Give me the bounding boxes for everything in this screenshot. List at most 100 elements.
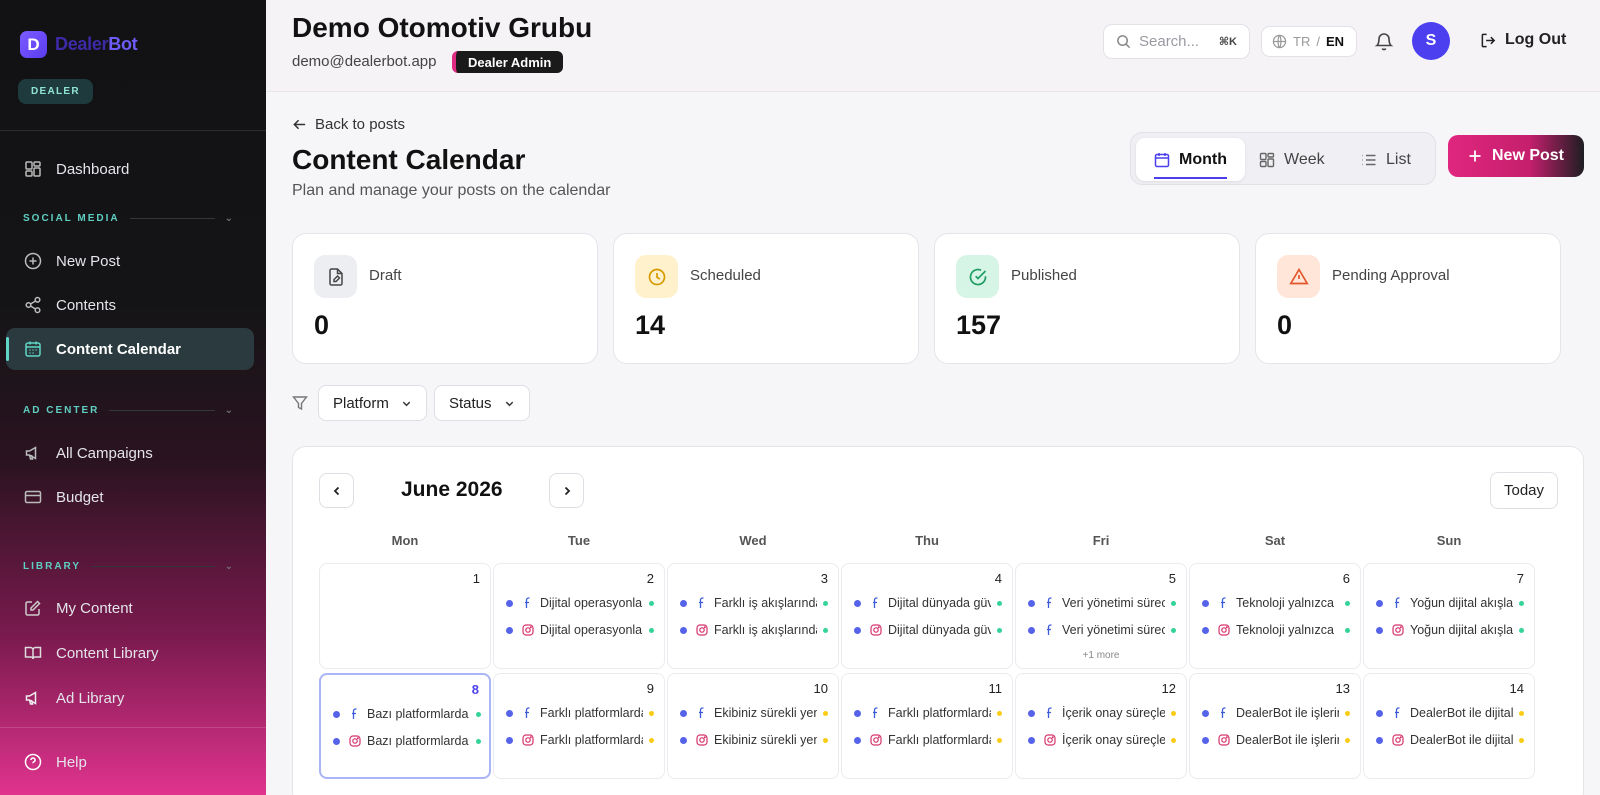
avatar[interactable]: S: [1412, 22, 1450, 60]
lang-tr[interactable]: TR: [1293, 34, 1311, 49]
calendar-post[interactable]: Bazı platformlarda: [333, 734, 481, 748]
post-title: Farklı platformlarda: [888, 733, 991, 747]
sidebar-item-content-calendar[interactable]: Content Calendar: [6, 328, 254, 370]
brand-logo[interactable]: D DealerBot: [20, 31, 138, 58]
calendar-post[interactable]: DealerBot ile işlerinizi: [1202, 733, 1350, 747]
sidebar-item-dashboard[interactable]: Dashboard: [6, 148, 254, 190]
calendar-post[interactable]: DealerBot ile dijital: [1376, 733, 1524, 747]
post-dot: [333, 737, 340, 745]
sidebar-item-all-campaigns[interactable]: All Campaigns: [6, 432, 254, 474]
brand-name-b: Bot: [108, 34, 138, 54]
lang-en[interactable]: EN: [1325, 34, 1345, 49]
sidebar-item-label: Ad Library: [56, 689, 125, 707]
weekday-header: Fri: [1092, 533, 1110, 548]
calendar-day[interactable]: 9 Farklı platformlarda Farklı platformlard…: [493, 673, 665, 779]
calendar-day[interactable]: 7 Yoğun dijital akışlar Yoğun dijital akış…: [1363, 563, 1535, 669]
language-switcher[interactable]: TR / EN: [1261, 26, 1357, 57]
calendar-day[interactable]: 12 İçerik onay süreçleri İçerik onay süreç…: [1015, 673, 1187, 779]
status-filter-dropdown[interactable]: Status: [434, 385, 530, 421]
calendar-post[interactable]: Dijital dünyada güven: [854, 596, 1002, 610]
today-button[interactable]: Today: [1490, 472, 1558, 509]
calendar-day-today[interactable]: 8 Bazı platformlarda Bazı platformlarda: [319, 673, 491, 779]
new-post-button[interactable]: New Post: [1448, 135, 1584, 177]
calendar-post[interactable]: Veri yönetimi sürecinde: [1028, 596, 1176, 610]
post-dot: [854, 626, 861, 634]
post-dot: [1202, 736, 1209, 744]
view-list-button[interactable]: List: [1343, 138, 1429, 181]
search-box[interactable]: Search... ⌘K: [1103, 24, 1250, 59]
org-email: demo@dealerbot.app: [292, 53, 437, 70]
calendar-day[interactable]: 13 DealerBot ile işlerinizi DealerBot ile …: [1189, 673, 1361, 779]
calendar-post[interactable]: Teknoloji yalnızca: [1202, 596, 1350, 610]
more-posts-link[interactable]: +1 more: [1082, 650, 1120, 661]
section-label-text: LIBRARY: [23, 561, 82, 572]
facebook-icon: [870, 707, 882, 719]
facebook-icon: [1392, 597, 1404, 609]
calendar-post[interactable]: Ekibiniz sürekli yeni: [680, 706, 828, 720]
book-open-icon: [23, 643, 43, 663]
section-social-media[interactable]: SOCIAL MEDIA ⌄: [23, 213, 235, 224]
sidebar-item-budget[interactable]: Budget: [6, 476, 254, 518]
chevron-left-icon: [331, 485, 343, 497]
calendar-post[interactable]: Farklı iş akışlarında: [680, 623, 828, 637]
check-circle-icon: [956, 255, 999, 298]
edit-icon: [23, 598, 43, 618]
filter-icon: [292, 395, 308, 416]
calendar-post[interactable]: Farklı iş akışlarında: [680, 596, 828, 610]
calendar-day[interactable]: 3 Farklı iş akışlarında Farklı iş akışları…: [667, 563, 839, 669]
calendar-post[interactable]: Bazı platformlarda: [333, 707, 481, 721]
calendar-post[interactable]: İçerik onay süreçleri: [1028, 706, 1176, 720]
calendar-post[interactable]: Dijital dünyada güven: [854, 623, 1002, 637]
calendar-post[interactable]: Dijital operasyonlar: [506, 623, 654, 637]
weekday-header: Sat: [1264, 533, 1286, 548]
calendar-post[interactable]: Farklı platformlarda: [854, 733, 1002, 747]
section-library[interactable]: LIBRARY ⌄: [23, 561, 235, 572]
logout-label: Log Out: [1505, 31, 1567, 48]
calendar-post[interactable]: Yoğun dijital akışlar: [1376, 596, 1524, 610]
post-title: Farklı platformlarda: [540, 733, 643, 747]
calendar-day[interactable]: 11 Farklı platformlarda Farklı platformlar…: [841, 673, 1013, 779]
status-dot-scheduled: [1519, 710, 1524, 716]
calendar-post[interactable]: Ekibiniz sürekli yeni: [680, 733, 828, 747]
sidebar-item-new-post[interactable]: New Post: [6, 240, 254, 282]
calendar-post[interactable]: DealerBot ile dijital: [1376, 706, 1524, 720]
view-month-button[interactable]: Month: [1136, 138, 1245, 181]
active-view-underline: [1154, 177, 1227, 179]
sidebar-item-my-content[interactable]: My Content: [6, 587, 254, 629]
bell-icon[interactable]: [1374, 30, 1394, 57]
back-link[interactable]: Back to posts: [292, 116, 405, 133]
sidebar-item-content-library[interactable]: Content Library: [6, 632, 254, 674]
calendar-day[interactable]: 14 DealerBot ile dijital DealerBot ile dij…: [1363, 673, 1535, 779]
calendar-panel: June 2026 Today Mon Tue Wed Thu Fri Sat Sun 1 2 D…: [292, 446, 1584, 795]
calendar-post[interactable]: DealerBot ile işlerinizi: [1202, 706, 1350, 720]
globe-icon: [1272, 34, 1287, 49]
instagram-icon: [1392, 624, 1404, 636]
section-ad-center[interactable]: AD CENTER ⌄: [23, 405, 235, 416]
calendar-post[interactable]: İçerik onay süreçleri: [1028, 733, 1176, 747]
calendar-post[interactable]: Farklı platformlarda: [506, 706, 654, 720]
calendar-post[interactable]: Veri yönetimi sürecinde: [1028, 623, 1176, 637]
facebook-icon: [1044, 707, 1056, 719]
sidebar-item-contents[interactable]: Contents: [6, 284, 254, 326]
prev-month-button[interactable]: [319, 473, 354, 508]
facebook-icon: [870, 597, 882, 609]
logout-button[interactable]: Log Out: [1480, 31, 1566, 49]
calendar-day[interactable]: 1: [319, 563, 491, 669]
calendar-post[interactable]: Farklı platformlarda: [506, 733, 654, 747]
calendar-day[interactable]: 6 Teknoloji yalnızca Teknoloji yalnızca: [1189, 563, 1361, 669]
platform-filter-dropdown[interactable]: Platform: [318, 385, 427, 421]
sidebar-item-ad-library[interactable]: Ad Library: [6, 677, 254, 719]
next-month-button[interactable]: [549, 473, 584, 508]
view-week-button[interactable]: Week: [1241, 138, 1343, 181]
calendar-post[interactable]: Yoğun dijital akışlar: [1376, 623, 1524, 637]
calendar-post[interactable]: Teknoloji yalnızca: [1202, 623, 1350, 637]
calendar-day[interactable]: 2 Dijital operasyonlar Dijital operasyonla…: [493, 563, 665, 669]
sidebar-item-help[interactable]: Help: [6, 741, 254, 783]
status-dot-published: [823, 600, 828, 606]
post-title: Farklı iş akışlarında: [714, 596, 817, 610]
calendar-post[interactable]: Dijital operasyonlar: [506, 596, 654, 610]
calendar-day[interactable]: 10 Ekibiniz sürekli yeni Ekibiniz sürekli …: [667, 673, 839, 779]
calendar-post[interactable]: Farklı platformlarda: [854, 706, 1002, 720]
